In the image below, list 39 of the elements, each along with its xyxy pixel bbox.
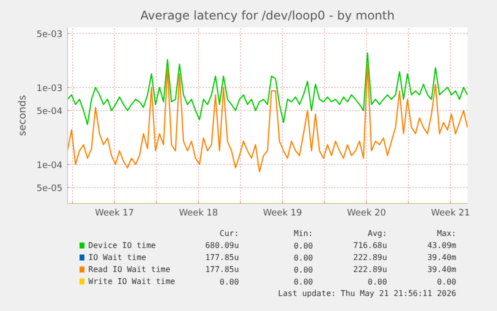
legend-label: IO Wait time [88, 253, 146, 262]
text: 716.68u [353, 241, 388, 250]
y-tick-label: 1e-03 [36, 84, 63, 94]
legend-label: Device IO time [88, 241, 156, 250]
text: 0.00 [294, 278, 314, 286]
text: 222.89u [353, 253, 388, 262]
x-tick-label: Week 20 [347, 208, 386, 218]
text: 0.00 [436, 278, 456, 286]
text: 222.89u [353, 265, 388, 274]
text: 0.00 [294, 266, 314, 274]
y-axis-title: seconds [18, 95, 29, 136]
legend-label: Read IO Wait time [88, 265, 170, 274]
text: Last update: Thu May 21 21:56:11 2026 [278, 289, 456, 298]
line-series [68, 64, 468, 172]
text: 43.09m [427, 241, 456, 250]
x-tick-label: Week 19 [263, 208, 302, 218]
text: 680.09u [205, 241, 240, 250]
x-tick-label: Week 18 [179, 208, 218, 218]
y-tick-label: 5e-05 [36, 184, 63, 194]
text: 0.00 [294, 254, 314, 262]
text: Min: [294, 229, 313, 238]
text: 0.00 [220, 278, 240, 286]
text: Max: [436, 229, 456, 238]
y-tick-label: 1e-04 [36, 160, 63, 171]
line-series [68, 52, 468, 126]
text: 39.40m [427, 253, 456, 262]
y-tick-label: 5e-03 [36, 30, 63, 40]
x-tick-label: Week 17 [95, 208, 134, 218]
x-tick-label: Week 21 [431, 208, 470, 218]
chart-title: Average latency for /dev/loop0 - by month [140, 8, 395, 22]
y-tick-label: 5e-04 [36, 107, 63, 118]
text: 39.40m [427, 265, 456, 274]
text: 177.85u [205, 253, 240, 262]
text: Cur: [220, 229, 239, 238]
text: Avg: [368, 229, 388, 238]
text: 0.00 [294, 242, 314, 250]
text: 0.00 [368, 278, 388, 286]
legend-label: Write IO Wait time [88, 277, 176, 286]
text: 177.85u [205, 265, 240, 274]
